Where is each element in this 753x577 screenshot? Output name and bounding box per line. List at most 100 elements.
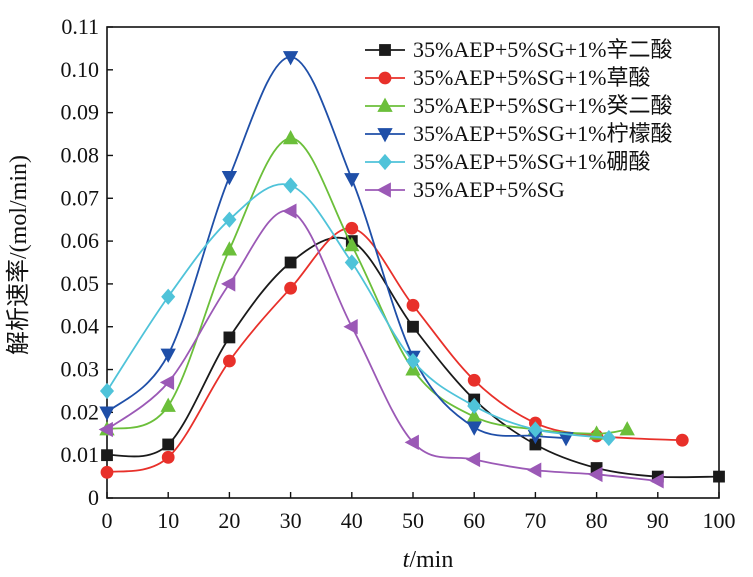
data-point xyxy=(221,170,238,186)
series-6 xyxy=(98,203,664,489)
data-point xyxy=(221,276,236,292)
data-point xyxy=(528,421,543,438)
x-axis-title: t/min xyxy=(403,547,454,573)
data-point xyxy=(407,320,419,333)
data-point xyxy=(713,470,725,483)
data-point xyxy=(343,319,358,335)
y-tick-label: 0.01 xyxy=(61,442,100,467)
data-point xyxy=(284,256,297,269)
x-tick-label: 50 xyxy=(402,508,424,533)
data-point xyxy=(601,429,616,447)
x-tick-label: 60 xyxy=(463,508,485,533)
x-tick-label: 0 xyxy=(102,508,113,533)
data-point xyxy=(98,421,113,438)
legend-marker xyxy=(377,128,393,143)
data-point xyxy=(222,354,236,368)
legend-marker xyxy=(376,182,391,198)
data-point xyxy=(223,331,236,344)
x-axis-title-unit: /min xyxy=(409,547,453,573)
data-point xyxy=(466,421,482,436)
data-point xyxy=(99,406,115,421)
legend-item: 35%AEP+5%SG+1%癸二酸 xyxy=(365,93,672,118)
data-point xyxy=(222,211,237,228)
data-point xyxy=(283,177,298,194)
data-point xyxy=(344,173,360,188)
series-line xyxy=(106,209,658,482)
data-point xyxy=(159,374,175,391)
y-tick-label: 0.05 xyxy=(61,271,100,296)
data-point xyxy=(282,129,299,145)
data-point xyxy=(160,348,176,363)
data-point xyxy=(675,433,689,447)
data-point xyxy=(99,382,115,400)
data-point xyxy=(649,473,664,489)
data-point xyxy=(284,281,298,295)
y-tick-label: 0.04 xyxy=(61,314,100,339)
y-tick-label: 0.03 xyxy=(61,357,100,382)
legend-label: 35%AEP+5%SG+1%辛二酸 xyxy=(413,37,672,62)
legend-marker xyxy=(377,153,393,171)
y-tick-label: 0.06 xyxy=(61,228,100,253)
series-line xyxy=(106,56,567,439)
series-5 xyxy=(99,177,616,447)
legend-item: 35%AEP+5%SG+1%草酸 xyxy=(365,65,650,90)
data-point xyxy=(558,432,574,447)
x-tick-label: 20 xyxy=(218,508,240,533)
x-tick-label: 40 xyxy=(341,508,363,533)
legend-label: 35%AEP+5%SG+1%硼酸 xyxy=(413,149,650,174)
y-tick-label: 0.07 xyxy=(61,185,100,210)
legend-item: 35%AEP+5%SG+1%硼酸 xyxy=(365,149,650,174)
x-tick-label: 90 xyxy=(647,508,669,533)
x-axis-title-variable: t xyxy=(403,547,411,573)
legend-item: 35%AEP+5%SG+1%辛二酸 xyxy=(365,37,672,62)
y-tick-label: 0.09 xyxy=(61,100,100,125)
x-tick-label: 70 xyxy=(524,508,546,533)
x-tick-label: 10 xyxy=(157,508,179,533)
legend-label: 35%AEP+5%SG+1%草酸 xyxy=(413,65,650,90)
legend-marker xyxy=(378,71,392,85)
data-point xyxy=(467,397,482,415)
data-point xyxy=(161,288,176,305)
data-point xyxy=(527,462,542,478)
data-point xyxy=(282,51,299,66)
data-point xyxy=(465,451,481,468)
series-line xyxy=(106,183,609,439)
data-point xyxy=(405,352,421,370)
x-tick-label: 80 xyxy=(586,508,608,533)
series-layer xyxy=(98,51,725,489)
data-point xyxy=(619,421,635,436)
x-tick-label: 30 xyxy=(280,508,302,533)
data-point xyxy=(100,465,114,479)
legend-marker xyxy=(379,44,391,56)
legend-label: 35%AEP+5%SG+1%柠檬酸 xyxy=(413,121,672,146)
data-point xyxy=(404,434,419,451)
legend-label: 35%AEP+5%SG xyxy=(413,177,565,202)
data-point xyxy=(221,241,238,256)
data-point xyxy=(344,254,359,271)
y-axis-title: 解析速率/(mol/min) xyxy=(5,155,32,355)
legend-label: 35%AEP+5%SG+1%癸二酸 xyxy=(413,93,672,118)
data-point xyxy=(101,449,113,462)
data-point xyxy=(588,466,603,483)
legend: 35%AEP+5%SG+1%辛二酸 35%AEP+5%SG+1%草酸 35%AEP+… xyxy=(365,37,672,202)
data-point xyxy=(160,397,176,412)
legend-item: 35%AEP+5%SG xyxy=(365,177,565,202)
y-tick-label: 0.02 xyxy=(61,399,100,424)
y-tick-label: 0.08 xyxy=(61,142,100,167)
legend-marker xyxy=(377,97,393,112)
data-point xyxy=(406,298,420,312)
data-point xyxy=(344,237,360,252)
legend-item: 35%AEP+5%SG+1%柠檬酸 xyxy=(365,121,672,146)
y-tick-label: 0.10 xyxy=(61,57,100,82)
data-point xyxy=(282,203,297,219)
data-point xyxy=(467,373,481,387)
x-tick-label: 100 xyxy=(703,508,736,533)
data-point xyxy=(161,450,175,464)
x-axis-ticks: 0 10 20 30 40 50 60 70 80 90 100 xyxy=(102,492,736,533)
y-axis-ticks: 0 0.01 0.02 0.03 0.04 0.05 0.06 0.07 0.08 0.09 0.1… xyxy=(61,14,113,510)
y-tick-label: 0.11 xyxy=(61,14,99,39)
data-point xyxy=(162,438,175,451)
y-tick-label: 0 xyxy=(88,485,99,510)
data-point xyxy=(345,221,359,235)
